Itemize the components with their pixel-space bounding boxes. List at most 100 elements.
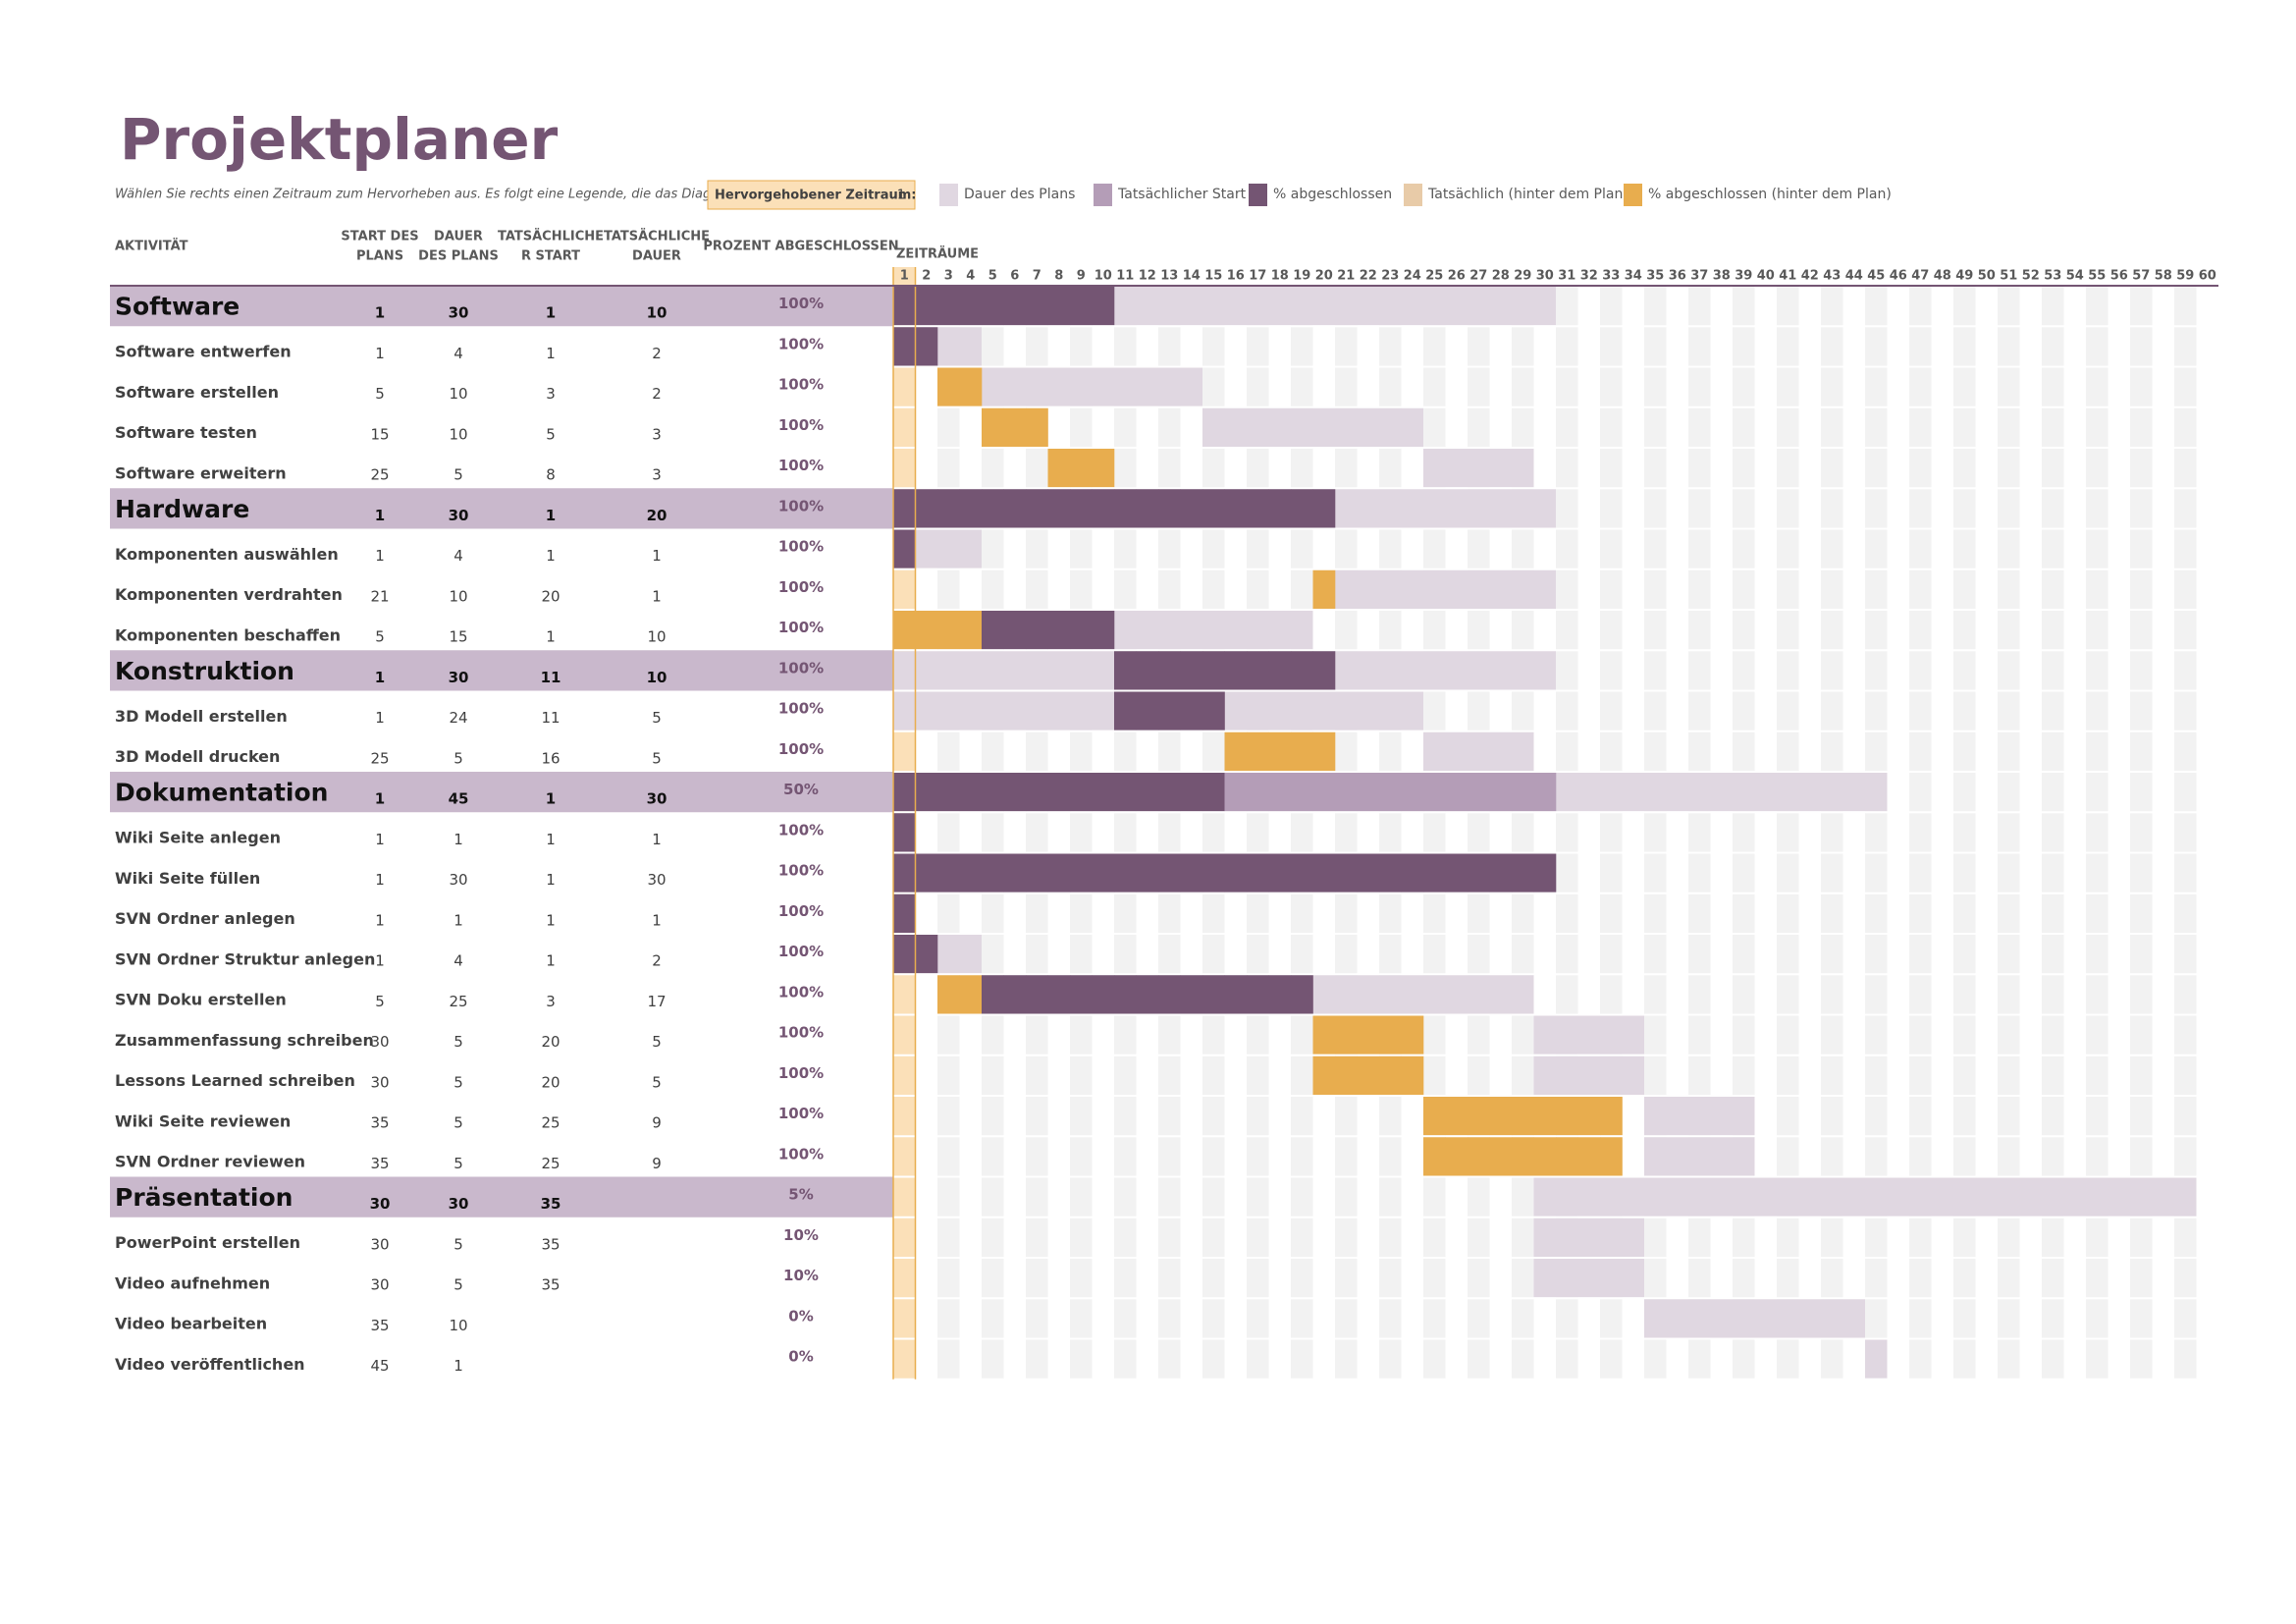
cell-actual-duration: 10 [647,669,667,686]
actual-cell [937,489,960,528]
cell-plan-start: 45 [370,1357,389,1375]
cell-actual-start: 16 [541,749,560,767]
activity-name: Software erweitern [115,463,287,482]
actual-cell [1092,773,1115,812]
period-stripe [1335,286,1358,1380]
cell-plan-duration: 10 [449,385,467,403]
actual-cell [1136,691,1159,731]
actual-cell [1180,691,1203,731]
actual-cell [1070,287,1093,326]
actual-cell [1003,975,1027,1014]
actual-cell [1533,853,1557,893]
period-label: 30 [1536,269,1554,284]
period-label: 59 [2176,269,2194,284]
percent-label: 100% [778,335,824,352]
column-header: ZEITRÄUME [896,246,979,262]
actual-cell [1577,1137,1601,1176]
legend-swatch [1094,184,1112,206]
legend-label: Dauer des Plans [964,187,1075,202]
subtitle: Wählen Sie rechts einen Zeitraum zum Her… [115,188,736,202]
actual-cell [1180,773,1203,812]
actual-cell [1047,975,1071,1014]
plan-bar [1533,1177,2197,1217]
actual-cell [1357,1015,1380,1055]
period-label: 19 [1293,269,1310,284]
actual-cell [1026,611,1048,650]
actual-cell [1312,1056,1336,1095]
actual-cell [1114,489,1137,528]
group-row-bg [110,772,893,813]
period-label: 45 [1867,269,1885,284]
group-row-bg [110,286,893,327]
actual-cell [1489,853,1513,893]
percent-label: 100% [778,1145,824,1163]
actual-cell [1247,773,1269,812]
actual-cell [1512,853,1534,893]
period-label: 55 [2088,269,2106,284]
actual-cell [893,813,916,852]
actual-cell [1247,651,1269,690]
activity-name: Wiki Seite anlegen [115,829,281,847]
cell-actual-duration: 9 [652,1155,662,1172]
actual-cell [1291,853,1313,893]
period-label: 3 [944,269,953,284]
period-stripe [1821,286,1843,1380]
actual-cell [982,287,1004,326]
period-label: 46 [1890,269,1907,284]
actual-cell [1092,489,1115,528]
period-label: 29 [1514,269,1531,284]
actual-cell [893,935,916,974]
actual-cell [1357,853,1380,893]
cell-plan-start: 1 [375,911,385,929]
actual-cell [915,327,938,366]
actual-cell [1158,773,1181,812]
cell-actual-start: 25 [541,1114,560,1132]
actual-cell [937,287,960,326]
highlight-value[interactable]: 1 [897,189,905,203]
cell-actual-start: 1 [546,304,556,322]
period-stripe [1247,286,1269,1380]
period-label: 36 [1669,269,1686,284]
cell-actual-duration: 5 [652,1073,662,1091]
activity-name: Software testen [115,423,257,442]
period-label: 28 [1492,269,1510,284]
period-label: 13 [1160,269,1178,284]
column-header: AKTIVITÄT [115,239,188,254]
group-row-bg [110,488,893,529]
cell-plan-start: 15 [370,425,389,443]
period-label: 8 [1054,269,1063,284]
group-name: Präsentation [115,1183,293,1212]
cell-plan-start: 25 [370,466,389,484]
cell-plan-start: 25 [370,749,389,767]
legend-swatch [1249,184,1267,206]
actual-cell [1047,489,1071,528]
cell-actual-start: 1 [546,871,556,889]
percent-label: 100% [778,497,824,514]
period-label: 52 [2022,269,2040,284]
period-stripe [1070,286,1093,1380]
actual-cell [1401,1015,1424,1055]
actual-cell [982,489,1004,528]
group-name: Konstruktion [115,657,294,685]
cell-plan-start: 1 [375,304,385,322]
column-header: DES PLANS [418,249,499,264]
actual-cell [1533,773,1557,812]
actual-cell [1533,1137,1557,1176]
period-stripe [2086,286,2109,1380]
actual-cell [1202,773,1225,812]
plan-bar [1423,731,1534,771]
actual-cell [1136,773,1159,812]
actual-cell [937,367,960,406]
period-label: 17 [1249,269,1266,284]
cell-plan-start: 1 [375,507,385,524]
cell-actual-start: 1 [546,628,556,646]
period-stripe [1909,286,1932,1380]
cell-actual-duration: 5 [652,749,662,767]
period-label: 48 [1934,269,1951,284]
column-header: TATSÄCHLICHE [498,229,604,244]
cell-actual-duration: 3 [652,425,662,443]
period-stripe [1026,286,1048,1380]
period-label: 42 [1801,269,1819,284]
actual-cell [1247,975,1269,1014]
cell-actual-start: 35 [541,1276,560,1294]
